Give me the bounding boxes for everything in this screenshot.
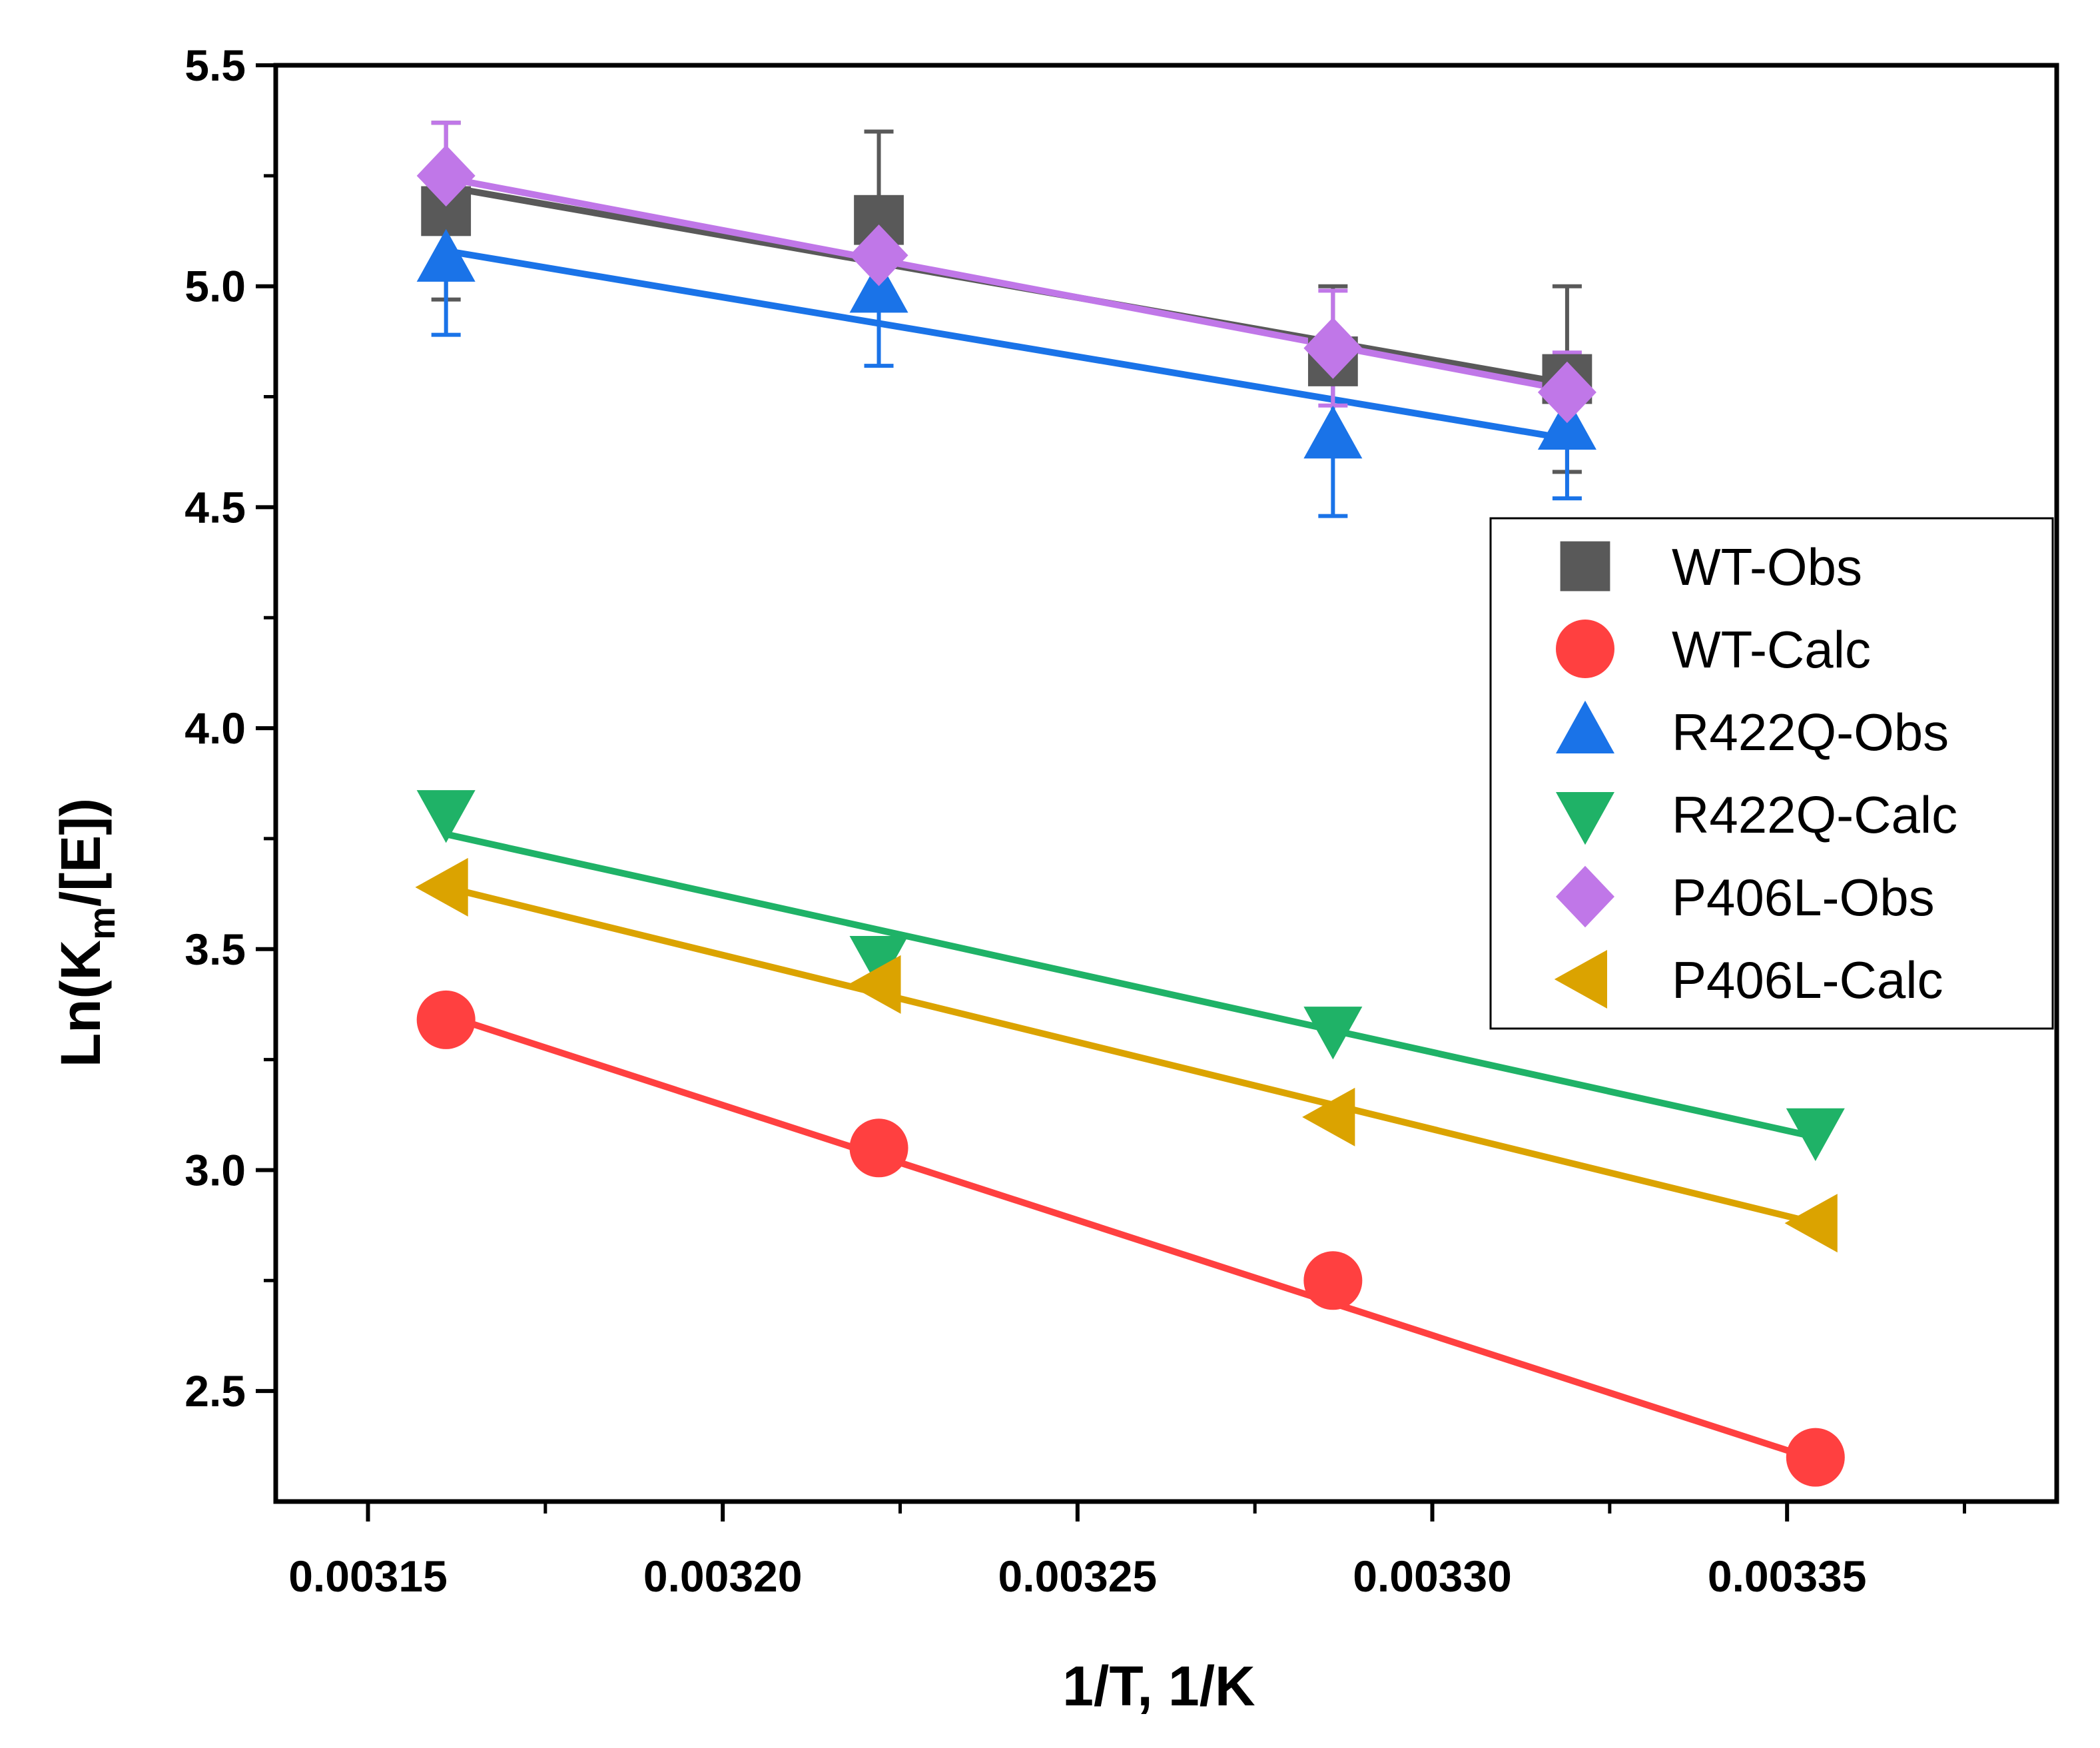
point-r422q-obs: [1537, 396, 1596, 450]
point-p406l-calc: [848, 955, 901, 1014]
x-tick-label: 0.00325: [998, 1551, 1158, 1601]
fit-line-p406l-calc: [445, 884, 1816, 1226]
point-wt-calc: [1303, 1251, 1363, 1310]
point-p406l-obs: [849, 224, 908, 286]
legend-marker-r422q-obs: [1556, 700, 1614, 753]
point-p406l-calc: [415, 857, 468, 917]
y-tick-label: 3.0: [184, 1145, 246, 1194]
x-tick-label: 0.00315: [288, 1551, 448, 1601]
markers: [415, 145, 1845, 1487]
legend-marker-r422q-calc: [1556, 792, 1614, 845]
fit-line-r422q-obs: [445, 247, 1568, 442]
legend-label-r422q-calc: R422Q-Calc: [1672, 785, 1957, 844]
error-bars: [431, 121, 1582, 518]
y-axis-title-suffix: /[E]): [49, 798, 112, 907]
y-tick-label: 2.5: [184, 1366, 246, 1416]
point-r422q-obs: [416, 228, 476, 282]
point-p406l-obs: [1537, 361, 1596, 424]
legend-marker-wt-obs: [1560, 541, 1610, 592]
x-axis-title: 1/T, 1/K: [1062, 1655, 1255, 1717]
point-r422q-calc: [1303, 1007, 1363, 1060]
point-p406l-obs: [1303, 317, 1363, 379]
y-axis-title-subscript: m: [81, 907, 123, 940]
point-p406l-calc: [1784, 1194, 1838, 1253]
y-tick-label: 5.5: [184, 41, 246, 90]
legend: WT-Obs WT-Calc R422Q-Obs R422Q-Calc P406L-Ob…: [1489, 517, 2054, 1030]
point-r422q-calc: [849, 936, 908, 989]
point-wt-calc: [849, 1118, 908, 1178]
point-r422q-calc: [1786, 1108, 1845, 1161]
legend-label-r422q-obs: R422Q-Obs: [1672, 703, 1949, 761]
y-tick-label: 4.5: [184, 482, 246, 532]
legend-marker-p406l-calc: [1554, 950, 1607, 1009]
legend-label-wt-calc: WT-Calc: [1672, 620, 1871, 679]
legend-box: [1489, 517, 2054, 1030]
legend-label-wt-obs: WT-Obs: [1672, 538, 1862, 596]
x-tick-label: 0.00330: [1353, 1551, 1512, 1601]
axes: 0.00315 0.00320 0.00325 0.00330 0.00335 2.5 3.…: [184, 41, 2059, 1601]
point-r422q-obs: [1303, 406, 1363, 459]
legend-label-p406l-calc: P406L-Calc: [1672, 951, 1943, 1009]
point-wt-calc: [416, 990, 476, 1049]
y-axis-title-prefix: Ln(K: [49, 940, 112, 1067]
point-r422q-obs: [849, 260, 908, 313]
point-wt-calc: [1786, 1428, 1845, 1487]
y-tick-label: 4.0: [184, 703, 246, 753]
legend-label-p406l-obs: P406L-Obs: [1672, 868, 1935, 927]
legend-marker-p406l-obs: [1556, 865, 1614, 928]
legend-marker-wt-calc: [1556, 620, 1614, 678]
fit-line-r422q-calc: [445, 831, 1816, 1140]
y-tick-label: 5.0: [184, 262, 246, 311]
plot-frame: [273, 63, 2059, 1504]
y-axis-title: Ln(Km/[E]): [49, 798, 123, 1067]
x-tick-label: 0.00320: [643, 1551, 803, 1601]
point-p406l-obs: [416, 145, 476, 207]
fit-line-p406l-obs: [445, 175, 1568, 394]
x-tick-label: 0.00335: [1708, 1551, 1867, 1601]
fit-line-wt-calc: [445, 1012, 1817, 1463]
y-tick-label: 3.5: [184, 925, 246, 974]
point-p406l-calc: [1302, 1087, 1355, 1146]
fit-lines: [445, 175, 1817, 1463]
point-r422q-calc: [416, 790, 476, 843]
